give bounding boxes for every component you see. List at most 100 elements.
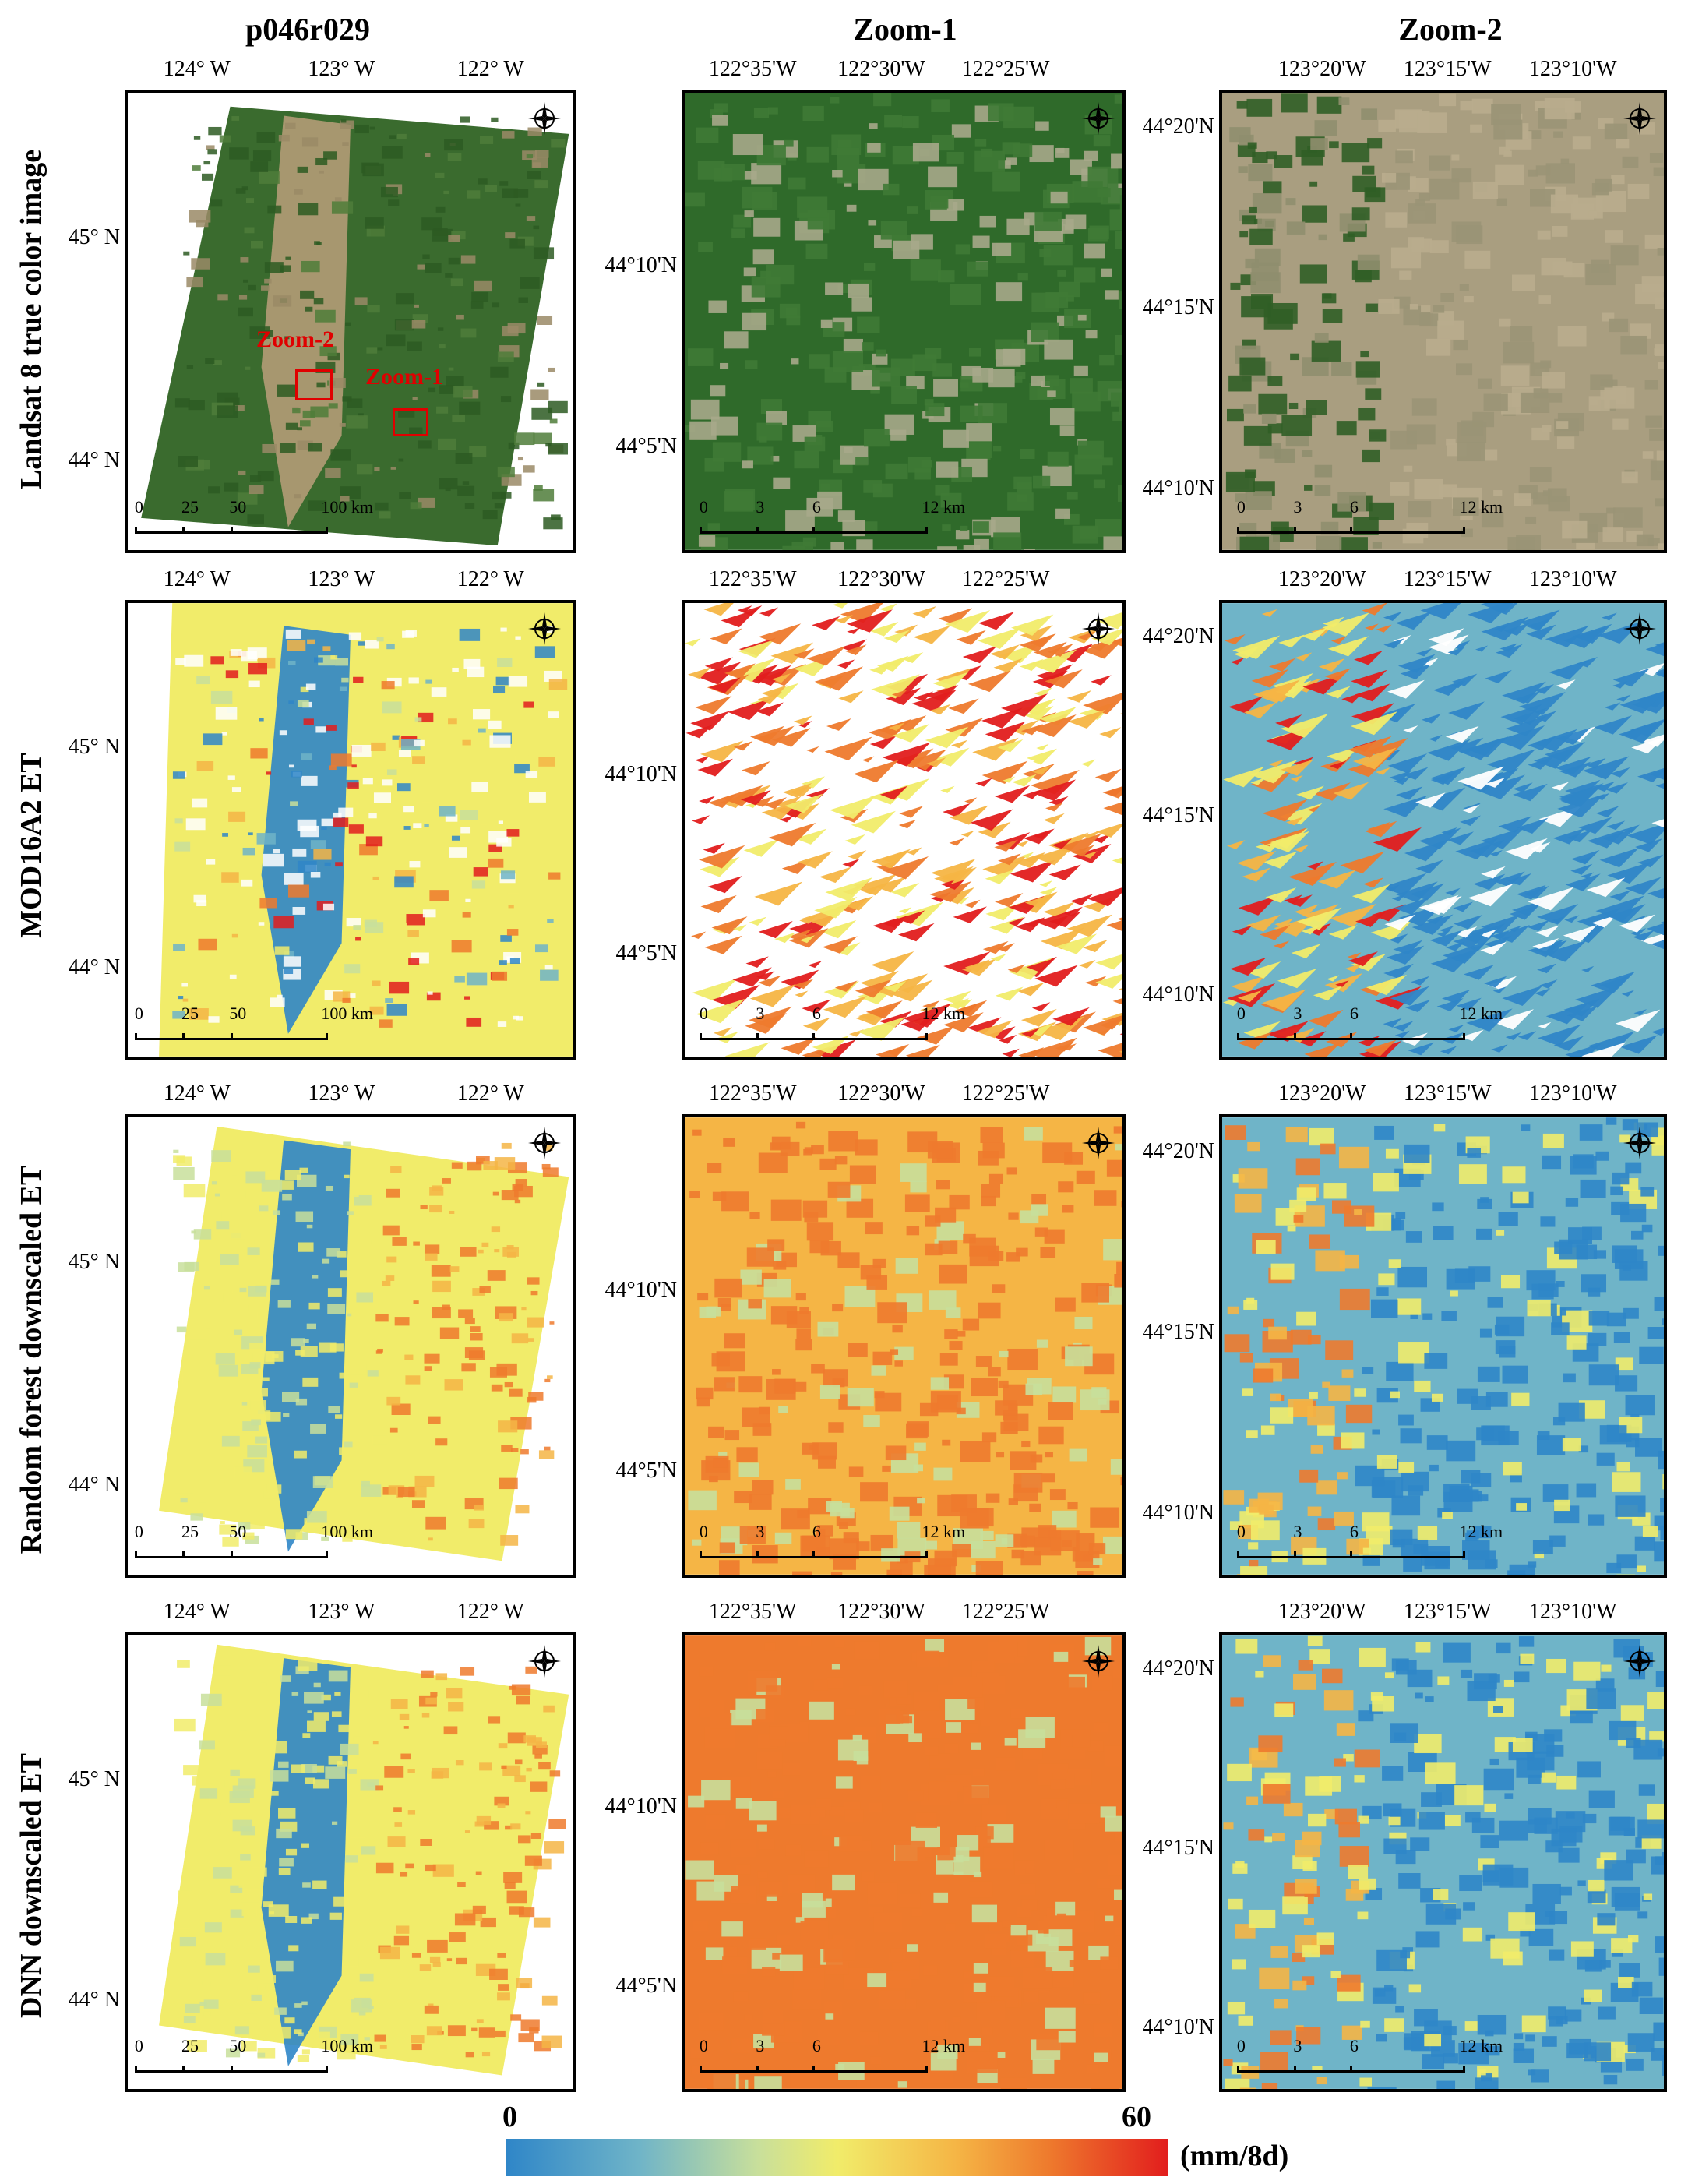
- longitude-tick-label: 122°30'W: [837, 1600, 925, 1624]
- scale-bar-label: 0: [134, 1522, 143, 1541]
- latitude-tick-label: 44°10'N: [1142, 2015, 1214, 2040]
- longitude-tick-label: 122°30'W: [837, 567, 925, 591]
- longitude-tick-label: 122°35'W: [708, 1600, 797, 1624]
- scale-bar-label: 12 km: [922, 497, 966, 517]
- longitude-tick-label: 122°25'W: [961, 567, 1050, 591]
- colorbar-max: 60: [1122, 2101, 1151, 2133]
- longitude-tick-label: 122° W: [456, 1081, 524, 1106]
- scale-bar-label: 3: [1293, 1522, 1302, 1541]
- row-title-random-forest: Random forest downscaled ET: [15, 1165, 48, 1554]
- scale-bar-label: 6: [812, 1522, 821, 1541]
- map-raster: [685, 1117, 1122, 1575]
- longitude-tick-label: 123° W: [308, 57, 375, 81]
- scale-bar-label: 12 km: [1459, 1522, 1503, 1541]
- scale-bar-label: 3: [756, 1522, 765, 1541]
- north-arrow-icon: [527, 611, 562, 647]
- north-arrow-icon: [1622, 1125, 1658, 1161]
- map-raster: [1222, 1117, 1664, 1575]
- latitude-tick-label: 44° N: [68, 1473, 120, 1497]
- longitude-tick-label: 123° W: [308, 1600, 375, 1624]
- scale-bar-label: 0: [699, 2036, 708, 2055]
- longitude-tick-label: 123°20'W: [1277, 1081, 1366, 1106]
- latitude-tick-label: 44° N: [68, 1988, 120, 2012]
- column-title-p046r029: p046r029: [245, 12, 370, 47]
- longitude-tick-label: 123°10'W: [1528, 567, 1617, 591]
- zoom-box-zoom-1: [393, 408, 428, 436]
- latitude-tick-label: 44°20'N: [1142, 114, 1214, 139]
- latitude-tick-label: 44°10'N: [604, 1278, 677, 1303]
- scale-bar-label: 3: [756, 1004, 765, 1023]
- longitude-tick-label: 122°25'W: [961, 57, 1050, 81]
- latitude-tick-label: 45° N: [68, 225, 120, 250]
- map-panel-random-forest-zoom-1: 0 3 6 12 km: [682, 1114, 1126, 1578]
- scale-bar-label: 6: [1349, 1522, 1359, 1541]
- map-panel-random-forest-p046r029: 0 25 50 100 km: [125, 1114, 576, 1578]
- north-arrow-icon: [1622, 611, 1658, 647]
- map-raster: [685, 1635, 1122, 2089]
- longitude-tick-label: 123°20'W: [1277, 57, 1366, 81]
- scale-bar: 0 3 6 12 km: [700, 1004, 965, 1050]
- latitude-tick-label: 44° N: [68, 955, 120, 979]
- scale-bar-label: 3: [1293, 497, 1302, 517]
- scale-bar: 0 3 6 12 km: [1237, 1522, 1503, 1568]
- scale-bar-label: 3: [1293, 2036, 1302, 2055]
- colorbar: [506, 2139, 1168, 2176]
- scale-bar-label: 50: [229, 497, 247, 517]
- scale-bar-label: 6: [812, 1004, 821, 1023]
- scale-bar-label: 0: [134, 2036, 143, 2055]
- latitude-tick-label: 44°10'N: [604, 1794, 677, 1819]
- scale-bar: 0 3 6 12 km: [1237, 1004, 1503, 1050]
- map-raster: [159, 603, 573, 1057]
- scale-bar-label: 0: [699, 1004, 708, 1023]
- scale-bar-label: 12 km: [1459, 1004, 1503, 1023]
- scale-bar: 0 3 6 12 km: [700, 2036, 965, 2083]
- longitude-tick-label: 123°15'W: [1403, 57, 1492, 81]
- row-title-dnn: DNN downscaled ET: [15, 1753, 48, 2018]
- latitude-tick-label: 44°10'N: [604, 253, 677, 278]
- map-panel-dnn-zoom-1: 0 3 6 12 km: [682, 1632, 1126, 2092]
- longitude-tick-label: 123° W: [308, 1081, 375, 1106]
- north-arrow-icon: [527, 1643, 562, 1679]
- scale-bar-label: 50: [229, 1004, 247, 1023]
- row-title-mod16a2: MOD16A2 ET: [15, 753, 48, 938]
- scale-bar-label: 100 km: [321, 1004, 373, 1023]
- scale-bar-label: 100 km: [321, 497, 373, 517]
- scale-bar-label: 3: [756, 2036, 765, 2055]
- map-panel-landsat-p046r029: 0 25 50 100 km Zoom-2 Zoom-1: [125, 90, 576, 553]
- north-arrow-icon: [1080, 1643, 1116, 1679]
- scale-bar-label: 12 km: [1459, 497, 1503, 517]
- scale-bar-label: 0: [1236, 1004, 1246, 1023]
- longitude-tick-label: 124° W: [163, 1081, 231, 1106]
- scale-bar-label: 0: [1236, 1522, 1246, 1541]
- longitude-tick-label: 122° W: [456, 1600, 524, 1624]
- longitude-tick-label: 122°25'W: [961, 1081, 1050, 1106]
- map-raster: [1222, 603, 1664, 1057]
- north-arrow-icon: [1080, 611, 1116, 647]
- longitude-tick-label: 123°15'W: [1403, 567, 1492, 591]
- latitude-tick-label: 44°10'N: [1142, 475, 1214, 500]
- scale-bar: 0 25 50 100 km: [135, 2036, 373, 2083]
- row-title-landsat: Landsat 8 true color image: [15, 149, 48, 490]
- zoom-box-zoom-2: [295, 369, 333, 400]
- column-title-zoom-2: Zoom-2: [1398, 12, 1503, 47]
- scale-bar: 0 3 6 12 km: [1237, 497, 1503, 544]
- longitude-tick-label: 122° W: [456, 57, 524, 81]
- longitude-tick-label: 122°25'W: [961, 1600, 1050, 1624]
- scale-bar-label: 12 km: [1459, 2036, 1503, 2055]
- scale-bar-label: 12 km: [922, 1522, 966, 1541]
- scale-bar-label: 50: [229, 1522, 247, 1541]
- scale-bar-label: 0: [699, 497, 708, 517]
- scale-bar-label: 6: [812, 497, 821, 517]
- longitude-tick-label: 123°10'W: [1528, 57, 1617, 81]
- scale-bar-label: 0: [1236, 497, 1246, 517]
- scale-bar-label: 6: [1349, 497, 1359, 517]
- scale-bar: 0 25 50 100 km: [135, 1522, 373, 1568]
- north-arrow-icon: [1622, 1643, 1658, 1679]
- latitude-tick-label: 44°10'N: [1142, 983, 1214, 1007]
- colorbar-min: 0: [502, 2101, 517, 2133]
- north-arrow-icon: [1622, 101, 1658, 136]
- map-raster: [685, 93, 1122, 550]
- latitude-tick-label: 44°20'N: [1142, 1657, 1214, 1681]
- map-panel-mod16a2-zoom-1: 0 3 6 12 km: [682, 600, 1126, 1060]
- longitude-tick-label: 123°20'W: [1277, 567, 1366, 591]
